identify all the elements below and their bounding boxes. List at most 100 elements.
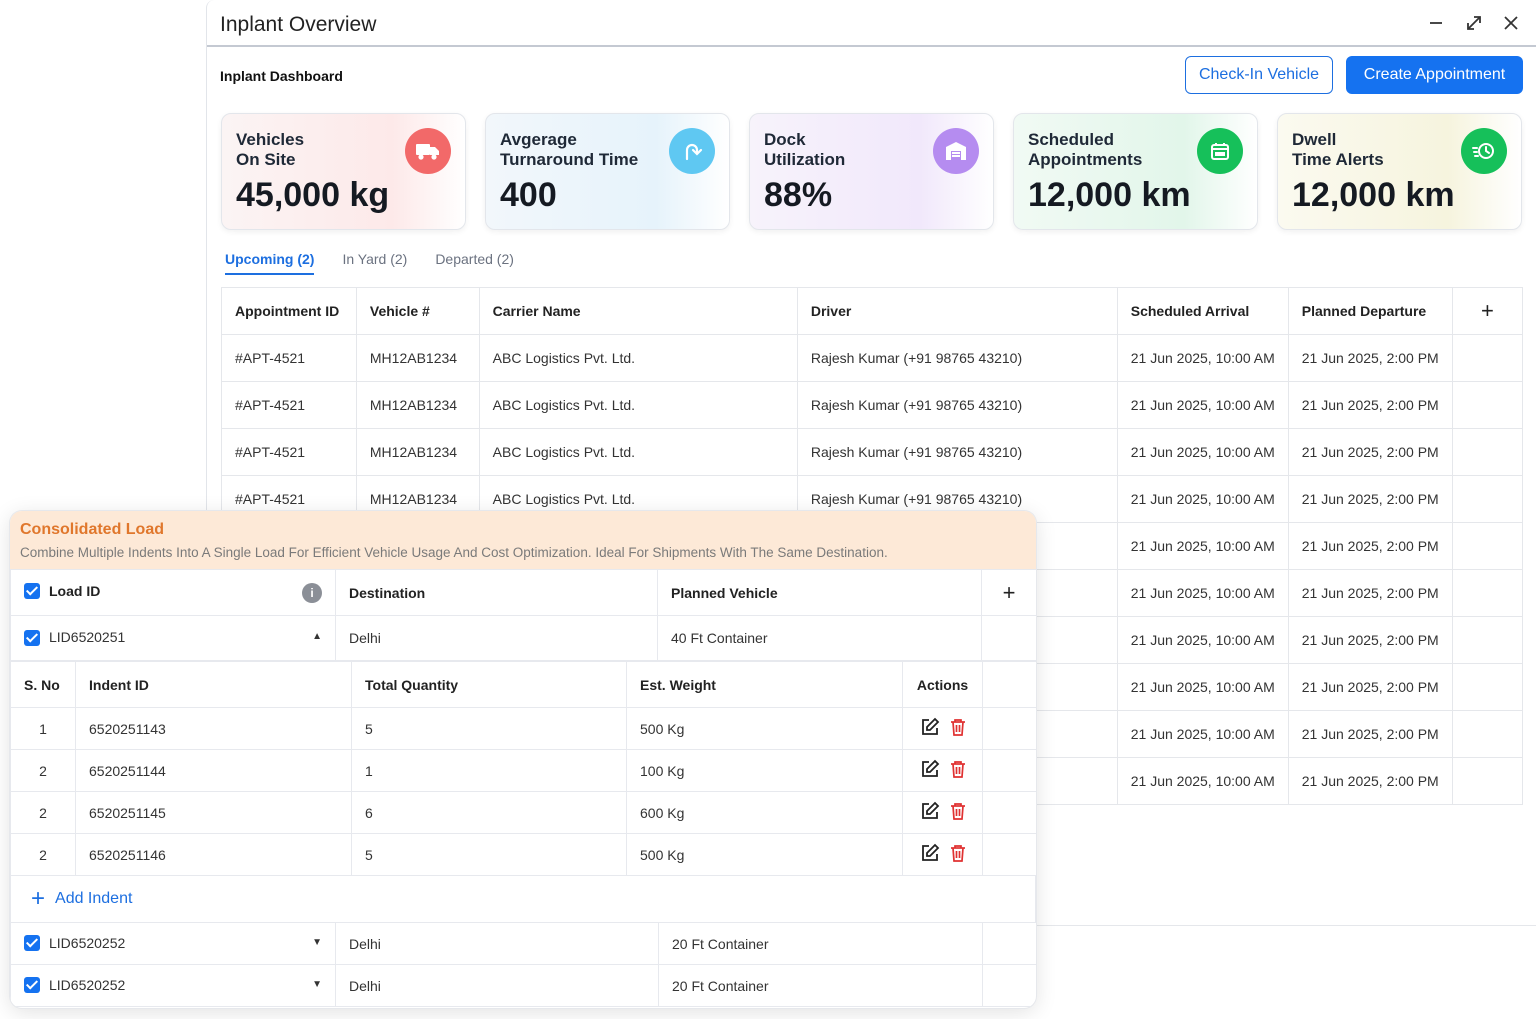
panel-header: Consolidated Load Combine Multiple Inden… — [10, 511, 1036, 569]
cell-planned-departure: 21 Jun 2025, 2:00 PM — [1287, 569, 1453, 617]
u-turn-icon — [669, 128, 715, 174]
col-planned-vehicle[interactable]: Planned Vehicle — [657, 569, 982, 616]
cell-est-weight: 500 Kg — [626, 833, 903, 876]
indent-table: S. No Indent ID Total Quantity Est. Weig… — [10, 661, 1036, 876]
cell-scheduled-arrival: 21 Jun 2025, 10:00 AM — [1116, 663, 1289, 711]
load-vehicle: 20 Ft Container — [658, 964, 983, 1007]
indent-row[interactable]: 2 6520251145 6 600 Kg — [10, 791, 1036, 834]
delete-icon[interactable] — [950, 844, 966, 865]
cell-carrier-name: ABC Logistics Pvt. Ltd. — [478, 428, 798, 476]
card-dwell-time-alerts[interactable]: Dwell Time Alerts 12,000 km — [1277, 113, 1522, 230]
indent-row[interactable]: 1 6520251143 5 500 Kg — [10, 707, 1036, 750]
tab-in-yard[interactable]: In Yard (2) — [342, 251, 408, 267]
load-row[interactable]: LID6520251 ▲ Delhi 40 Ft Container — [10, 615, 1036, 661]
row-checkbox[interactable] — [24, 629, 40, 646]
create-appointment-button[interactable]: Create Appointment — [1346, 56, 1523, 94]
panel-title: Consolidated Load — [20, 521, 164, 538]
col-destination[interactable]: Destination — [335, 569, 658, 616]
check-in-vehicle-button[interactable]: Check-In Vehicle — [1185, 56, 1333, 94]
row-checkbox[interactable] — [24, 977, 40, 994]
expand-caret-icon[interactable]: ▼ — [312, 936, 322, 948]
col-appointment-id[interactable]: Appointment ID — [221, 287, 357, 335]
expand-icon[interactable] — [1461, 10, 1487, 36]
cell-total-quantity: 1 — [351, 749, 627, 792]
cell-driver: Rajesh Kumar (+91 98765 43210) — [796, 428, 1118, 476]
edit-icon[interactable] — [920, 759, 940, 782]
load-destination: Delhi — [335, 615, 658, 661]
col-scheduled-arrival[interactable]: Scheduled Arrival — [1116, 287, 1289, 335]
cell-scheduled-arrival: 21 Jun 2025, 10:00 AM — [1116, 475, 1289, 523]
indent-row[interactable]: 2 6520251146 5 500 Kg — [10, 833, 1036, 876]
cell-planned-departure: 21 Jun 2025, 2:00 PM — [1287, 663, 1453, 711]
delete-icon[interactable] — [950, 760, 966, 781]
add-column-button[interactable]: + — [1451, 287, 1524, 335]
cell-carrier-name: ABC Logistics Pvt. Ltd. — [478, 334, 798, 382]
col-vehicle[interactable]: Vehicle # — [355, 287, 480, 335]
cell-scheduled-arrival: 21 Jun 2025, 10:00 AM — [1116, 522, 1289, 570]
add-indent-button[interactable]: + Add Indent — [10, 876, 1036, 922]
card-scheduled-appointments[interactable]: Scheduled Appointments 12,000 km — [1013, 113, 1258, 230]
table-row[interactable]: #APT-4521 MH12AB1234 ABC Logistics Pvt. Lt… — [221, 428, 1524, 476]
card-label: Dock Utilization — [764, 130, 846, 169]
col-driver[interactable]: Driver — [796, 287, 1118, 335]
table-header-row: Appointment ID Vehicle # Carrier Name Dr… — [221, 287, 1524, 335]
close-icon[interactable] — [1498, 10, 1524, 36]
cell-scheduled-arrival: 21 Jun 2025, 10:00 AM — [1116, 381, 1289, 429]
tab-upcoming[interactable]: Upcoming (2) — [225, 249, 315, 275]
load-row[interactable]: LID6520252 ▼ Delhi 20 Ft Container — [10, 922, 1036, 965]
delete-icon[interactable] — [950, 718, 966, 739]
card-dock-utilization[interactable]: Dock Utilization 88% — [749, 113, 994, 230]
warehouse-icon — [933, 128, 979, 174]
cell-est-weight: 600 Kg — [626, 791, 903, 834]
cell-scheduled-arrival: 21 Jun 2025, 10:00 AM — [1116, 616, 1289, 664]
col-actions: Actions — [902, 661, 983, 708]
load-destination: Delhi — [335, 922, 659, 965]
card-value: 12,000 km — [1028, 176, 1191, 214]
cell-sno: 2 — [10, 833, 76, 876]
add-indent-label: Add Indent — [55, 890, 133, 907]
cell-total-quantity: 5 — [351, 833, 627, 876]
card-label: Scheduled Appointments — [1028, 130, 1143, 169]
minimize-icon[interactable] — [1423, 10, 1449, 36]
cell-planned-departure: 21 Jun 2025, 2:00 PM — [1287, 616, 1453, 664]
expand-caret-icon[interactable]: ▼ — [312, 978, 322, 990]
cell-planned-departure: 21 Jun 2025, 2:00 PM — [1287, 522, 1453, 570]
cell-appointment-id: #APT-4521 — [221, 381, 357, 429]
load-header-row: Load ID i Destination Planned Vehicle + — [10, 569, 1036, 616]
table-row[interactable]: #APT-4521 MH12AB1234 ABC Logistics Pvt. Lt… — [221, 381, 1524, 429]
col-carrier-name[interactable]: Carrier Name — [478, 287, 798, 335]
title-bar: Inplant Overview — [207, 0, 1536, 47]
table-row[interactable]: #APT-4521 MH12AB1234 ABC Logistics Pvt. Lt… — [221, 334, 1524, 382]
col-est-weight: Est. Weight — [626, 661, 903, 708]
add-column-button[interactable]: + — [981, 569, 1036, 616]
cell-total-quantity: 6 — [351, 791, 627, 834]
cell-appointment-id: #APT-4521 — [221, 428, 357, 476]
indent-row[interactable]: 2 6520251144 1 100 Kg — [10, 749, 1036, 792]
edit-icon[interactable] — [920, 801, 940, 824]
collapse-caret-icon[interactable]: ▲ — [312, 631, 322, 643]
status-tabs: Upcoming (2) In Yard (2) Departed (2) — [225, 249, 542, 275]
col-load-id[interactable]: Load ID i — [10, 569, 336, 616]
edit-icon[interactable] — [920, 843, 940, 866]
panel-subtitle: Combine Multiple Indents Into A Single L… — [20, 545, 888, 560]
load-row[interactable]: LID6520252 ▼ Delhi 20 Ft Container — [10, 964, 1036, 1007]
load-id: LID6520252 — [49, 934, 126, 951]
edit-icon[interactable] — [920, 717, 940, 740]
delete-icon[interactable] — [950, 802, 966, 823]
tab-departed[interactable]: Departed (2) — [435, 251, 514, 267]
row-checkbox[interactable] — [24, 935, 40, 952]
col-planned-departure[interactable]: Planned Departure — [1287, 287, 1453, 335]
card-label: Dwell Time Alerts — [1292, 130, 1384, 169]
select-all-checkbox[interactable] — [24, 582, 40, 599]
load-id: LID6520252 — [49, 976, 126, 993]
cell-planned-departure: 21 Jun 2025, 2:00 PM — [1287, 428, 1453, 476]
cell-scheduled-arrival: 21 Jun 2025, 10:00 AM — [1116, 334, 1289, 382]
card-turnaround-time[interactable]: Avgerage Turnaround Time 400 — [485, 113, 730, 230]
cell-planned-departure: 21 Jun 2025, 2:00 PM — [1287, 381, 1453, 429]
card-value: 88% — [764, 176, 833, 214]
card-label: Vehicles On Site — [236, 130, 305, 169]
info-icon[interactable]: i — [302, 582, 322, 603]
card-vehicles-on-site[interactable]: Vehicles On Site 45,000 kg — [221, 113, 466, 230]
load-vehicle: 20 Ft Container — [658, 922, 983, 965]
cell-vehicle-number: MH12AB1234 — [355, 428, 480, 476]
